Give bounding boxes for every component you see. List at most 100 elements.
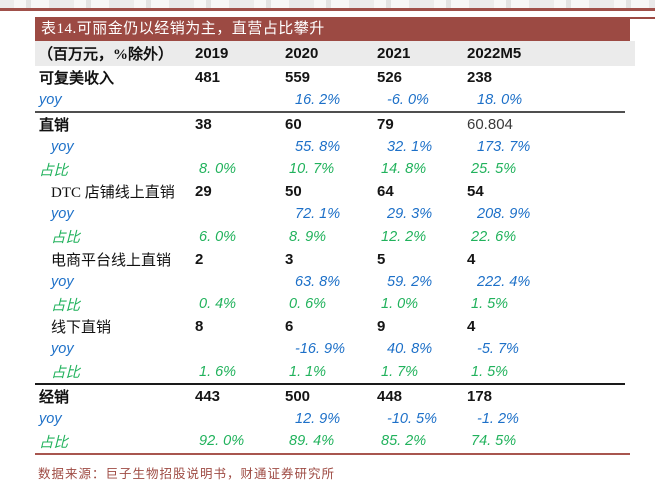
value-cell-2020: 72. 1% [295, 206, 341, 223]
value-cell-2022m5: -5. 7% [477, 341, 519, 358]
value-cell-2022m5: 178 [467, 387, 493, 405]
row-label: yoy [51, 206, 74, 223]
value-cell-2019: 8. 0% [199, 161, 237, 178]
value-cell-2022m5: 54 [467, 183, 484, 201]
row-label: 占比 [39, 434, 68, 451]
value-cell-2019: 481 [195, 68, 221, 86]
table-row: 占比 6. 0% 8. 9% 12. 2% 22. 6% [35, 226, 625, 249]
value-cell-2022m5: 1. 5% [471, 363, 509, 380]
value-cell-2019: 1. 6% [199, 363, 237, 380]
value-cell-2021: 59. 2% [387, 273, 433, 290]
value-cell-2021: 448 [377, 387, 403, 405]
table-row: 直销 38 60 79 60.804 [35, 113, 625, 136]
value-cell-2019: 443 [195, 387, 221, 405]
table-row: yoy 63. 8% 59. 2% 222. 4% [35, 271, 625, 294]
value-cell-2022m5: 208. 9% [477, 206, 531, 223]
row-separator-line [35, 111, 625, 113]
value-cell-2021: 85. 2% [381, 433, 427, 450]
value-cell-2019: 0. 4% [199, 296, 237, 313]
value-cell-2021: -6. 0% [387, 91, 429, 108]
value-cell-2022m5: 18. 0% [477, 91, 523, 108]
page-divider-line [0, 8, 655, 11]
value-cell-2020: 559 [285, 68, 311, 86]
row-separator-line [35, 383, 625, 385]
value-cell-2022m5: 238 [467, 68, 493, 86]
table-bottom-border-line [35, 453, 630, 455]
value-cell-2022m5: -1. 2% [477, 410, 519, 427]
value-cell-2022m5: 74. 5% [471, 433, 517, 450]
value-cell-2021: 79 [377, 115, 394, 133]
row-label: 可复美收入 [39, 70, 115, 87]
row-label: 电商平台线上直销 [51, 252, 172, 269]
value-cell-2019: 6. 0% [199, 228, 237, 245]
value-cell-2022m5: 173. 7% [477, 138, 531, 155]
column-header-2020: 2020 [285, 45, 319, 62]
value-cell-2020: 89. 4% [289, 433, 335, 450]
table-row: 占比 1. 6% 1. 1% 1. 7% 1. 5% [35, 361, 625, 384]
value-cell-2020: 1. 1% [289, 363, 327, 380]
row-label: 占比 [51, 297, 80, 314]
table-row: DTC 店铺线上直销 29 50 64 54 [35, 181, 625, 204]
table-row: yoy 12. 9% -10. 5% -1. 2% [35, 408, 625, 431]
value-cell-2020: 12. 9% [295, 410, 341, 427]
table-row: 电商平台线上直销 2 3 5 4 [35, 248, 625, 271]
value-cell-2021: 5 [377, 250, 386, 268]
value-cell-2021: 29. 3% [387, 206, 433, 223]
row-label: 经销 [39, 389, 70, 406]
value-cell-2020: 3 [285, 250, 294, 268]
value-cell-2020: 6 [285, 318, 294, 336]
table-row: 占比 0. 4% 0. 6% 1. 0% 1. 5% [35, 293, 625, 316]
row-label: yoy [51, 341, 74, 358]
table-row: 占比 92. 0% 89. 4% 85. 2% 74. 5% [35, 430, 625, 453]
table-header-row: （百万元，%除外） 2019 2020 2021 2022M5 [35, 41, 635, 66]
row-label: yoy [39, 91, 62, 108]
value-cell-2021: 526 [377, 68, 403, 86]
value-cell-2021: -10. 5% [387, 410, 437, 427]
table-row: 经销 443 500 448 178 [35, 385, 625, 408]
value-cell-2022m5: 1. 5% [471, 296, 509, 313]
value-cell-2021: 1. 7% [381, 363, 419, 380]
value-cell-2019: 92. 0% [199, 433, 245, 450]
row-label: yoy [51, 138, 74, 155]
value-cell-2019: 2 [195, 250, 204, 268]
row-label: yoy [39, 410, 62, 427]
column-header-2021: 2021 [377, 45, 411, 62]
value-cell-2019: 29 [195, 183, 212, 201]
row-label: 占比 [39, 162, 68, 179]
page-top-texture [0, 0, 655, 8]
column-header-2022m5: 2022M5 [467, 45, 522, 62]
value-cell-2021: 14. 8% [381, 161, 427, 178]
value-cell-2022m5: 22. 6% [471, 228, 517, 245]
table-row: yoy 16. 2% -6. 0% 18. 0% [35, 89, 625, 112]
value-cell-2020: 63. 8% [295, 273, 341, 290]
value-cell-2019: 38 [195, 115, 212, 133]
value-cell-2022m5: 4 [467, 250, 476, 268]
row-label: yoy [51, 273, 74, 290]
value-cell-2021: 40. 8% [387, 341, 433, 358]
source-note: 数据来源：巨子生物招股说明书，财通证券研究所 [38, 467, 336, 481]
row-label: DTC 店铺线上直销 [51, 185, 175, 202]
value-cell-2022m5: 4 [467, 318, 476, 336]
row-label: 直销 [39, 117, 70, 134]
table-row: 占比 8. 0% 10. 7% 14. 8% 25. 5% [35, 158, 625, 181]
row-label: 占比 [51, 365, 80, 382]
value-cell-2022m5: 60.804 [467, 115, 513, 133]
value-cell-2022m5: 222. 4% [477, 273, 531, 290]
value-cell-2022m5: 25. 5% [471, 161, 517, 178]
table-row: yoy -16. 9% 40. 8% -5. 7% [35, 338, 625, 361]
value-cell-2020: 10. 7% [289, 161, 335, 178]
value-cell-2020: 0. 6% [289, 296, 327, 313]
table-row: 线下直销 8 6 9 4 [35, 316, 625, 339]
unit-label: （百万元，%除外） [38, 47, 174, 63]
table-row: 可复美收入 481 559 526 238 [35, 66, 625, 89]
value-cell-2020: 8. 9% [289, 228, 327, 245]
value-cell-2020: 60 [285, 115, 302, 133]
row-label: 线下直销 [51, 320, 112, 337]
value-cell-2020: 50 [285, 183, 302, 201]
value-cell-2020: 16. 2% [295, 91, 341, 108]
row-label: 占比 [51, 230, 80, 247]
table-row: yoy 72. 1% 29. 3% 208. 9% [35, 203, 625, 226]
value-cell-2020: 55. 8% [295, 138, 341, 155]
value-cell-2021: 1. 0% [381, 296, 419, 313]
value-cell-2020: 500 [285, 387, 311, 405]
